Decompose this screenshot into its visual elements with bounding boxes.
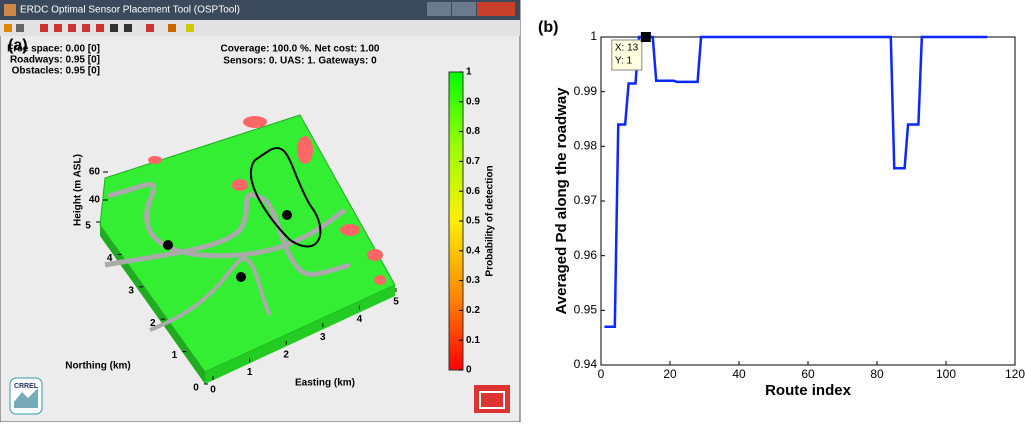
- colorbar-tick-label: 0.9: [466, 96, 480, 107]
- colorbar-tick-label: 0.3: [466, 275, 480, 286]
- stat-line: Obstacles: 0.95 [0]: [12, 66, 100, 77]
- figure: ERDC Optimal Sensor Placement Tool (OSPT…: [0, 0, 1025, 422]
- z-tick-label: 60: [89, 167, 101, 178]
- colorbar-tick-label: 1: [466, 67, 472, 78]
- summary-line: Sensors: 0. UAS: 1. Gateways: 0: [223, 56, 377, 67]
- x-tick-label: 20: [663, 367, 677, 381]
- colorbar-tick-label: 0.2: [466, 305, 480, 316]
- datatip-marker: [641, 32, 651, 42]
- stat-line: Roadways: 0.95 [0]: [10, 55, 100, 66]
- y-tick-label: 2: [150, 318, 156, 329]
- colorbar-label: Probability of detection: [485, 165, 496, 276]
- y-tick-label: 1: [590, 29, 597, 43]
- y-tick-label: 4: [107, 253, 113, 264]
- datatip-text: X: 13: [615, 43, 639, 54]
- y-axis-label: Northing (km): [65, 361, 131, 372]
- toolbar: [0, 20, 520, 36]
- minimize-button[interactable]: [427, 2, 451, 16]
- y-tick-label: 3: [128, 285, 134, 296]
- x-tick-label: 5: [393, 297, 399, 308]
- window-title: ERDC Optimal Sensor Placement Tool (OSPT…: [20, 5, 240, 16]
- maximize-button[interactable]: [452, 2, 476, 16]
- x-tick-label: 80: [870, 367, 884, 381]
- x-tick-label: 40: [732, 367, 746, 381]
- plot-area: [601, 37, 1015, 365]
- colorbar-tick-label: 0.1: [466, 335, 480, 346]
- y-tick-label: 0: [193, 383, 199, 394]
- x-tick-label: 3: [320, 332, 326, 343]
- logo-text: CRREL: [14, 383, 39, 390]
- colorbar-tick-label: 0.4: [466, 245, 480, 256]
- x-axis-label: Easting (km): [295, 378, 355, 389]
- x-tick-label: 2: [283, 349, 289, 360]
- z-axis-label: Height (m ASL): [73, 154, 84, 226]
- y-tick-label: 0.95: [574, 303, 598, 317]
- x-tick-label: 0: [598, 367, 605, 381]
- y-tick-label: 0.99: [574, 84, 598, 98]
- x-tick-label: 60: [801, 367, 815, 381]
- stat-line: Free space: 0.00 [0]: [7, 44, 100, 55]
- x-tick-label: 120: [1005, 367, 1025, 381]
- y-tick-label: 0.97: [574, 193, 598, 207]
- usace-logo: [474, 385, 510, 413]
- x-tick-label: 4: [357, 314, 363, 325]
- y-tick-label: 0.98: [574, 139, 598, 153]
- colorbar-tick-label: 0.6: [466, 186, 480, 197]
- x-tick-label: 0: [210, 385, 216, 396]
- y-tick-label: 1: [172, 350, 178, 361]
- y-tick-label: 0.96: [574, 248, 598, 262]
- panel-label: (b): [538, 19, 558, 36]
- colorbar-tick-label: 0: [466, 365, 472, 376]
- y-axis-label: Averaged Pd along the roadway: [553, 87, 570, 315]
- colorbar-tick-label: 0.8: [466, 126, 480, 137]
- page: ERDC Optimal Sensor Placement Tool (OSPT…: [0, 0, 1025, 422]
- colorbar-tick-label: 0.5: [466, 216, 480, 227]
- app-icon: [4, 4, 16, 16]
- x-tick-label: 1: [247, 367, 253, 378]
- z-tick-label: 40: [89, 195, 101, 206]
- x-tick-label: 100: [936, 367, 956, 381]
- datatip-text: Y: 1: [615, 56, 633, 67]
- y-tick-label: 5: [85, 221, 91, 232]
- y-tick-label: 0.94: [574, 357, 598, 371]
- x-axis-label: Route index: [765, 382, 851, 399]
- close-button[interactable]: [477, 2, 515, 16]
- colorbar-tick-label: 0.7: [466, 156, 480, 167]
- summary-line: Coverage: 100.0 %. Net cost: 1.00: [221, 44, 380, 55]
